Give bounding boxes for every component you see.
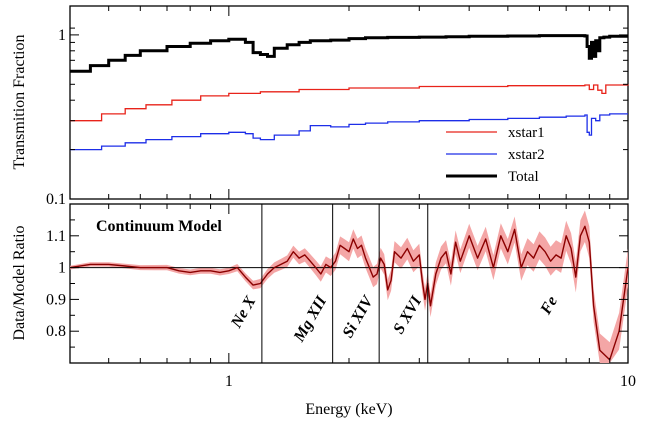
- top-xticks-group: [69, 6, 629, 199]
- legend-label-xstar2: xstar2: [508, 147, 545, 163]
- bottom-ylabel: Data/Model Ratio: [11, 225, 28, 340]
- legend: xstar1 xstar2 Total: [446, 125, 545, 185]
- edge-label-mg-xii: Mg XII: [290, 293, 330, 346]
- bottom-ytick-label: 0.9: [46, 291, 66, 308]
- legend-label-xstar1: xstar1: [508, 125, 545, 141]
- bottom-ytick-label: 1.1: [46, 228, 66, 245]
- edge-label-s-xvi: S XVI: [390, 293, 425, 337]
- bottom-panel-title: Continuum Model: [96, 218, 222, 235]
- ratio-line: [69, 225, 629, 361]
- edge-label-si-xiv: Si XIV: [339, 292, 377, 341]
- top-ytick-label: 1: [58, 27, 66, 44]
- legend-label-total: Total: [508, 169, 539, 185]
- bottom-xtick-label: 10: [620, 373, 636, 390]
- series-line-xstar2: [70, 113, 628, 151]
- x-axis-label: Energy (keV): [305, 401, 392, 418]
- edge-label-ne-x: Ne X: [227, 293, 259, 332]
- bottom-yticks-group: 0.8 0.9 1 1.1: [46, 219, 628, 348]
- top-series-group: [70, 34, 629, 151]
- bottom-xticks-group: 1 10: [69, 204, 636, 390]
- bottom-ytick-label: 0.8: [46, 323, 66, 340]
- bottom-ytick-label: 1: [58, 260, 66, 277]
- edge-lines-group: Ne X Mg XII Si XIV S XVI Fe: [227, 204, 561, 363]
- edge-label-fe: Fe: [537, 294, 561, 319]
- bottom-xtick-label: 1: [225, 373, 233, 390]
- top-ytick-label: 0.1: [46, 191, 66, 208]
- top-yticks-group: 0.11: [46, 27, 628, 208]
- series-line-total: [70, 34, 628, 73]
- top-ylabel: Transmition Fraction: [11, 35, 28, 170]
- top-panel: 0.11 Transmition Fraction xstar1xstar2To…: [11, 5, 629, 208]
- bottom-series-group: [69, 225, 629, 361]
- bottom-panel: Ne X Mg XII Si XIV S XVI Fe 0.8 0.9 1 1.1 1 10 C…: [11, 203, 636, 418]
- series-line-xstar1: [70, 84, 629, 122]
